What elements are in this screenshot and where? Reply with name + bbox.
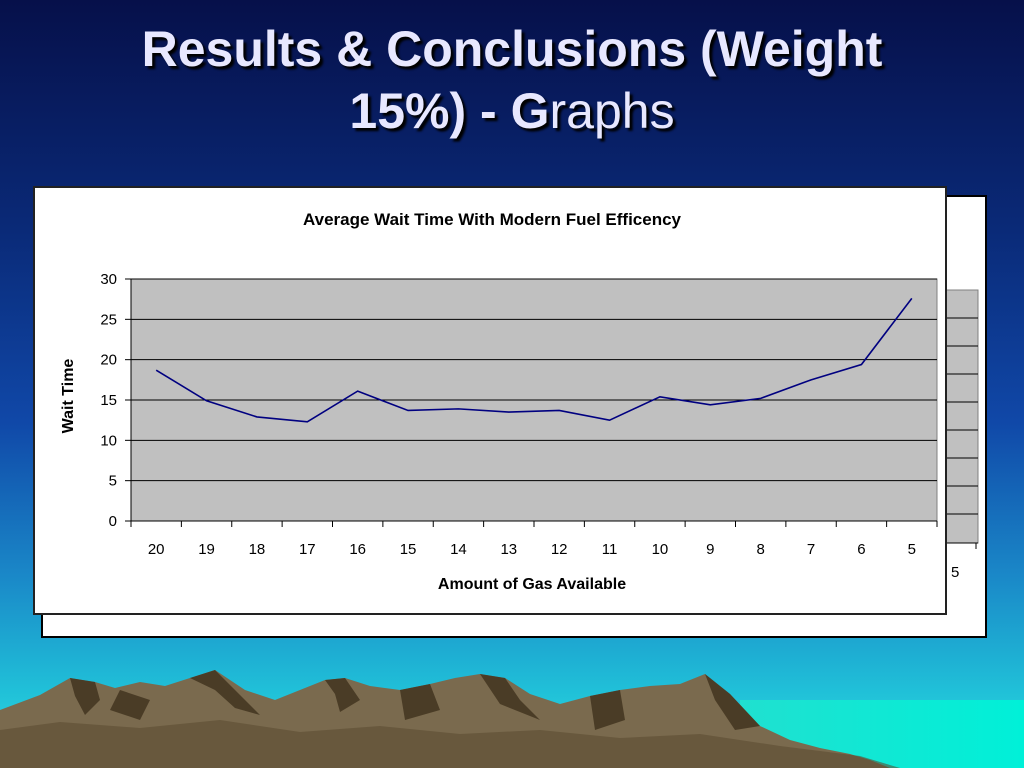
x-tick-label: 20 (148, 541, 165, 558)
front-chart-panel: Average Wait Time With Modern Fuel Effic… (33, 186, 947, 615)
y-tick-labels: 0 5 10 15 20 25 30 (100, 271, 117, 530)
x-axis-label: Amount of Gas Available (438, 576, 626, 593)
mountain-decoration (0, 670, 900, 768)
chart-title: Average Wait Time With Modern Fuel Effic… (303, 210, 682, 229)
y-tick-label: 20 (100, 352, 117, 369)
x-tick-label: 11 (602, 541, 618, 558)
x-tick-label: 19 (198, 541, 215, 558)
x-tick-label: 5 (908, 541, 916, 558)
slide-title-line2: 15%) - Graphs (0, 80, 1024, 142)
x-tick-label: 7 (807, 541, 815, 558)
y-tick-label: 30 (100, 271, 117, 288)
x-tick-label: 12 (551, 541, 568, 558)
x-tick-label: 17 (299, 541, 316, 558)
slide-title-line1: Results & Conclusions (Weight (141, 21, 883, 77)
slide-title: Results & Conclusions (Weight 15%) - Gra… (0, 18, 1024, 142)
x-tick-label: 15 (400, 541, 417, 558)
line-chart: Average Wait Time With Modern Fuel Effic… (60, 210, 938, 593)
slide-title-line2-part2: G (510, 83, 550, 139)
y-tick-label: 15 (100, 392, 117, 409)
x-tick-label: 13 (500, 541, 517, 558)
x-tick-label: 18 (249, 541, 266, 558)
x-tick-label: 6 (857, 541, 865, 558)
x-tick-label: 16 (349, 541, 366, 558)
y-axis-label: Wait Time (60, 359, 77, 434)
slide-title-line2-part3: raphs (549, 83, 675, 139)
y-tick-label: 5 (109, 473, 117, 490)
x-tick-label: 14 (450, 541, 467, 558)
slide-title-line2-part1: 15%) - (349, 83, 511, 139)
axes (130, 279, 938, 527)
y-tick-label: 25 (100, 311, 117, 328)
back-chart-tick-label: 5 (951, 564, 959, 581)
x-tick-label: 10 (652, 541, 669, 558)
gridlines (125, 278, 937, 522)
y-tick-label: 10 (100, 432, 117, 449)
series-line (155, 297, 913, 423)
y-tick-label: 0 (109, 513, 117, 530)
x-tick-label: 8 (757, 541, 765, 558)
x-tick-labels: 20 19 18 17 16 15 14 13 12 11 10 9 8 7 6 5 (148, 541, 916, 558)
x-tick-label: 9 (706, 541, 714, 558)
